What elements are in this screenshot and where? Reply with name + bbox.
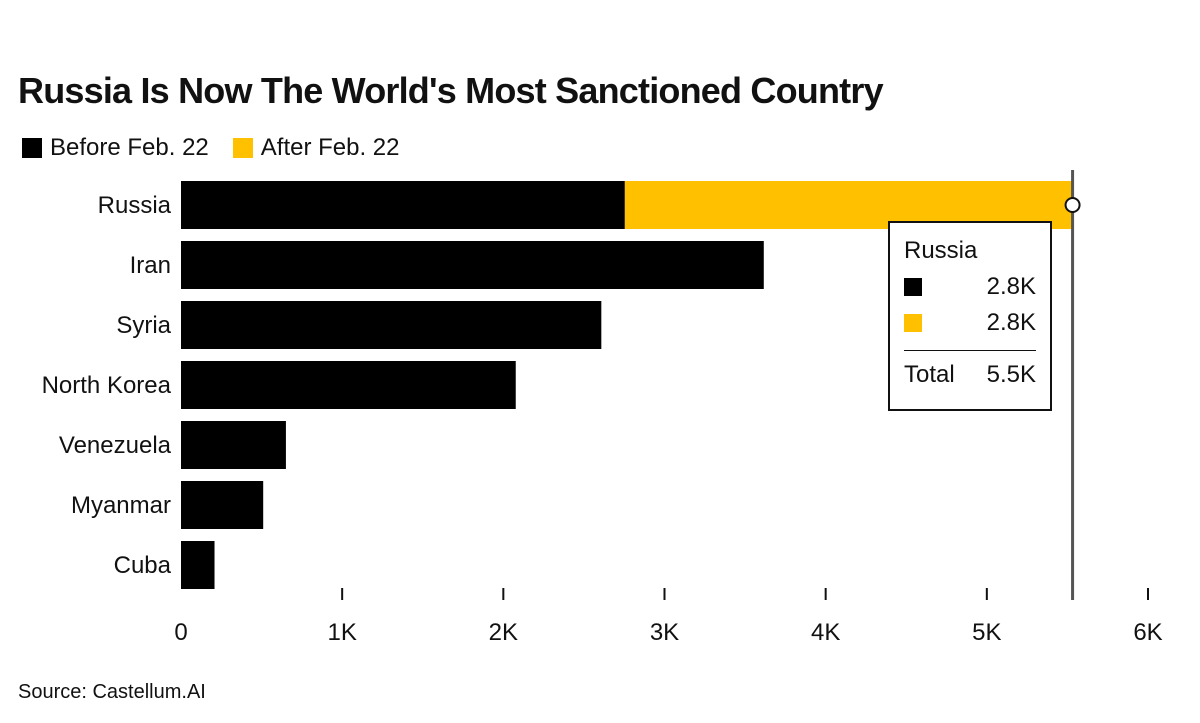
tooltip-divider	[904, 350, 1036, 351]
tooltip-row-before: 2.8K	[904, 273, 1036, 301]
bar-north-korea-before	[181, 361, 516, 409]
tooltip-title: Russia	[904, 237, 978, 264]
bar-russia-before	[181, 181, 625, 229]
tooltip-total-value: 5.5K	[986, 361, 1036, 388]
source-note: Source: Castellum.AI	[18, 681, 206, 703]
legend-swatch-after	[232, 138, 253, 158]
legend: Before Feb. 22 After Feb. 22	[22, 134, 424, 162]
tooltip-value-before: 2.8K	[986, 273, 1036, 300]
x-tick-label-1k: 1K	[327, 619, 356, 646]
tooltip-total-label: Total	[904, 361, 955, 388]
bar-syria-before	[181, 301, 602, 349]
tooltip-row-total: Total 5.5K	[904, 361, 1036, 389]
legend-item-before: Before Feb. 22	[22, 134, 209, 162]
category-label-syria: Syria	[116, 312, 171, 339]
tooltip: Russia 2.8K 2.8K Total 5.5K	[888, 221, 1052, 411]
x-tick-label-3k: 3K	[650, 619, 679, 646]
x-tick-label-6k: 6K	[1133, 619, 1162, 646]
x-tick-label-5k: 5K	[972, 619, 1001, 646]
x-tick-label-0: 0	[174, 619, 187, 646]
bar-myanmar-before	[181, 481, 264, 529]
bar-venezuela-before	[181, 421, 286, 469]
legend-swatch-before	[22, 138, 42, 158]
legend-label-after: After Feb. 22	[260, 134, 400, 161]
tooltip-swatch-before	[904, 278, 922, 296]
legend-item-after: After Feb. 22	[232, 134, 400, 162]
tooltip-swatch-after	[904, 314, 922, 332]
chart-title: Russia Is Now The World's Most Sanctione…	[18, 70, 884, 111]
tooltip-row-after: 2.8K	[904, 309, 1036, 337]
category-label-iran: Iran	[130, 252, 171, 279]
tooltip-value-after: 2.8K	[986, 309, 1036, 336]
hover-marker	[1064, 197, 1081, 213]
category-label-myanmar: Myanmar	[71, 492, 171, 519]
x-tick-label-2k: 2K	[489, 619, 518, 646]
category-label-north-korea: North Korea	[42, 372, 172, 399]
legend-label-before: Before Feb. 22	[50, 134, 209, 161]
x-tick-label-4k: 4K	[811, 619, 840, 646]
bar-cuba-before	[181, 541, 215, 589]
category-label-cuba: Cuba	[114, 552, 172, 579]
category-label-russia: Russia	[98, 192, 172, 219]
bar-iran-before	[181, 241, 764, 289]
category-label-venezuela: Venezuela	[59, 432, 172, 459]
